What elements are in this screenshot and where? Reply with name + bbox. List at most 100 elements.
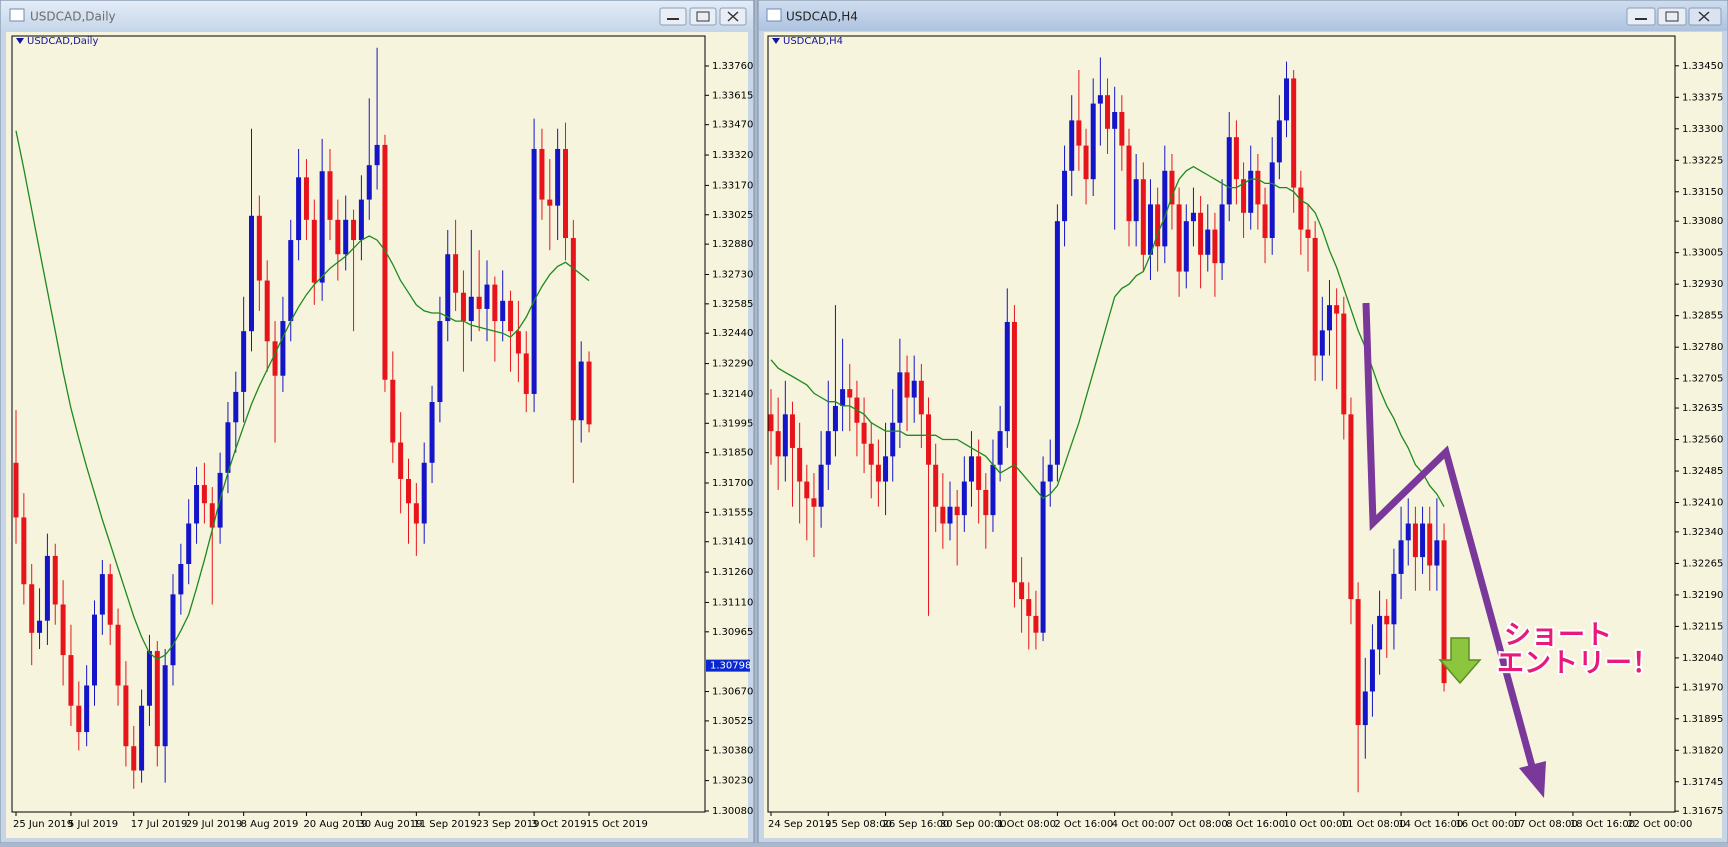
candle-body — [1362, 691, 1368, 726]
candle-body — [351, 219, 357, 241]
candle-body — [209, 503, 215, 528]
candle-body — [1319, 330, 1325, 356]
y-tick-label: 1.30080 — [712, 806, 753, 817]
candle-body — [1405, 523, 1411, 541]
x-tick-label: 4 Oct 00:00 — [1112, 819, 1171, 830]
x-tick-label: 5 Jul 2019 — [68, 819, 118, 830]
candle-body — [563, 148, 568, 239]
candle-body — [1391, 573, 1397, 625]
candle-body — [1105, 95, 1111, 129]
candle-body — [84, 685, 90, 733]
y-tick-label: 1.31995 — [712, 418, 753, 429]
y-tick-label: 1.32115 — [1682, 621, 1723, 632]
candle-body — [296, 177, 302, 241]
candle-body — [789, 414, 795, 448]
y-tick-label: 1.33150 — [1682, 187, 1723, 198]
y-tick-label: 1.33470 — [712, 120, 753, 131]
y-tick-label: 1.32040 — [1682, 653, 1723, 664]
candle-body — [484, 284, 490, 309]
candle-body — [1291, 78, 1297, 188]
minimize-button[interactable] — [659, 7, 687, 26]
candle-body — [233, 391, 239, 423]
plot-frame — [11, 35, 706, 813]
y-tick-label: 1.32140 — [712, 389, 753, 400]
candle-body — [264, 280, 270, 342]
candle-body — [476, 296, 482, 309]
candle-body — [1112, 112, 1118, 129]
candle-body — [162, 665, 168, 747]
x-tick-label: 17 Jul 2019 — [131, 819, 188, 830]
candle-body — [421, 462, 427, 524]
candle-body — [868, 443, 874, 465]
candle-body — [335, 219, 341, 255]
trend-arrow — [1362, 302, 1537, 771]
candle-body — [904, 372, 910, 398]
candle-body — [186, 523, 192, 564]
candle-body — [1033, 615, 1039, 633]
candle-body — [288, 240, 294, 322]
candle-body — [131, 746, 137, 771]
candle-body — [146, 651, 152, 706]
minimize-button[interactable] — [1626, 7, 1656, 26]
title-bar — [759, 1, 1727, 31]
candle-body — [523, 353, 529, 394]
y-tick-label: 1.32705 — [1682, 374, 1723, 385]
candle-body — [832, 405, 838, 432]
candle-body — [1233, 137, 1239, 180]
candle-body — [1054, 221, 1060, 465]
y-tick-label: 1.32410 — [1682, 498, 1723, 509]
candle-body — [847, 389, 853, 398]
candle-body — [983, 489, 989, 516]
annotation-shapes — [1362, 302, 1546, 798]
candle-body — [1420, 523, 1426, 558]
restore-button[interactable] — [1657, 7, 1687, 26]
y-tick-label: 1.32265 — [1682, 558, 1723, 569]
candle-body — [1369, 649, 1375, 692]
y-tick-label: 1.31820 — [1682, 745, 1723, 756]
title-bar — [1, 1, 753, 31]
candle-body — [997, 431, 1003, 465]
candle-body — [515, 331, 521, 354]
candle-body — [107, 574, 113, 625]
candle-body — [1434, 540, 1440, 566]
candle-body — [1219, 204, 1225, 264]
y-tick-label: 1.31555 — [712, 507, 753, 518]
restore-button[interactable] — [689, 7, 717, 26]
candle-body — [178, 563, 184, 595]
y-tick-label: 1.33225 — [1682, 155, 1723, 166]
x-tick-label: 15 Oct 2019 — [586, 819, 648, 830]
candle-body — [875, 464, 881, 482]
y-tick-label: 1.30965 — [712, 627, 753, 638]
candle-body — [1026, 599, 1032, 616]
candle-body — [1183, 221, 1189, 272]
candle-body — [968, 456, 974, 482]
y-tick-label: 1.33450 — [1682, 61, 1723, 72]
annotation-text: ショート — [1504, 620, 1612, 651]
moving-average — [15, 130, 590, 660]
y-tick-label: 1.32485 — [1682, 466, 1723, 477]
candle-body — [366, 165, 372, 200]
candle-body — [933, 464, 939, 507]
candle-body — [406, 478, 411, 504]
y-tick-label: 1.31895 — [1682, 714, 1723, 725]
y-tick-label: 1.32440 — [712, 328, 753, 339]
chart-label: USDCAD,H4 — [783, 36, 843, 47]
candle-body — [1341, 313, 1347, 415]
candle-body — [1298, 187, 1304, 230]
candle-body — [1248, 170, 1254, 213]
candle-body — [578, 361, 584, 421]
candle-body — [818, 464, 824, 507]
candle-body — [492, 284, 498, 322]
candle-body — [1276, 120, 1282, 163]
candle-body — [170, 594, 176, 666]
candle-body — [911, 380, 917, 398]
candle-body — [374, 144, 380, 166]
x-tick-label: 20 Aug 2019 — [303, 819, 367, 830]
candle-body — [68, 655, 74, 706]
candle-body — [1198, 212, 1204, 255]
candle-body — [1090, 103, 1096, 180]
candle-body — [115, 624, 121, 686]
candle-body — [1011, 321, 1017, 583]
y-tick-label: 1.30380 — [712, 745, 753, 756]
x-tick-label: 14 Oct 16:00 — [1398, 819, 1463, 830]
